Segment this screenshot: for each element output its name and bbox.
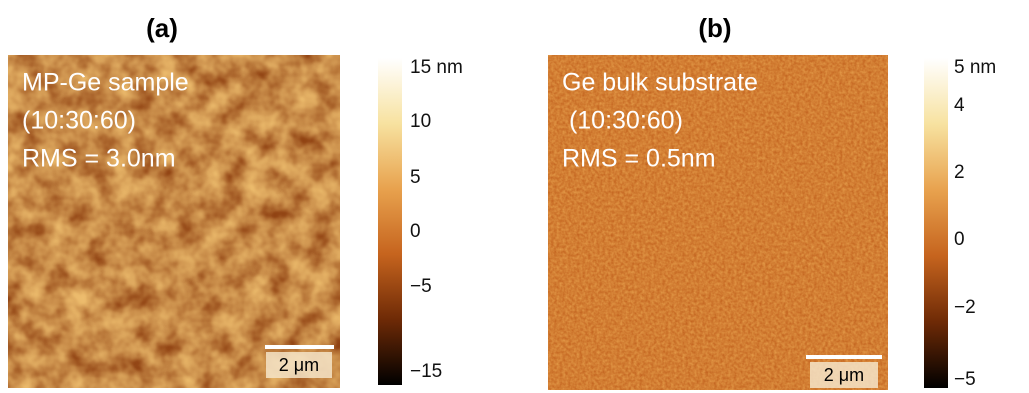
- colorbar-label: 4: [954, 95, 965, 116]
- panel-title: (a): [146, 13, 178, 43]
- colorbar-label: −2: [954, 297, 976, 318]
- panel-b: (b) Ge bulk substrate (10:30:60) RMS = 0…: [548, 13, 996, 390]
- afm-texture: [548, 55, 888, 390]
- annotation: MP-Ge sample: [22, 69, 189, 97]
- colorbar-label: 5: [410, 167, 421, 188]
- afm-texture: [8, 55, 340, 388]
- annotation: Ge bulk substrate: [562, 69, 758, 97]
- colorbar-label: 15 nm: [410, 57, 463, 78]
- colorbar-label: 2: [954, 162, 965, 183]
- colorbar-ticks: 15 nm 10 5 0 −5 −15: [410, 57, 463, 382]
- annotation: (10:30:60): [22, 107, 136, 135]
- scale-bar-bg: [266, 352, 332, 378]
- colorbar: [924, 58, 948, 388]
- annotation: RMS = 0.5nm: [562, 145, 716, 173]
- annotation: RMS = 3.0nm: [22, 145, 176, 173]
- colorbar-label: 0: [410, 221, 421, 242]
- colorbar-ticks: 5 nm 4 2 0 −2 −5: [954, 57, 996, 390]
- colorbar: [378, 58, 402, 385]
- scale-bar-bg: [810, 362, 878, 388]
- colorbar-label: 10: [410, 111, 431, 132]
- colorbar-label: 0: [954, 229, 965, 250]
- colorbar-label: −15: [410, 361, 442, 382]
- colorbar-label: 5 nm: [954, 57, 996, 78]
- colorbar-label: −5: [410, 276, 432, 297]
- scale-bar-label: 2 μm: [824, 365, 864, 385]
- panel-title: (b): [698, 13, 731, 43]
- panel-a: (a) MP-Ge sample (10:30:60) RMS = 3.0nm …: [8, 13, 463, 388]
- colorbar-label: −5: [954, 369, 976, 390]
- scale-bar-label: 2 μm: [279, 355, 319, 375]
- annotation: (10:30:60): [562, 107, 683, 135]
